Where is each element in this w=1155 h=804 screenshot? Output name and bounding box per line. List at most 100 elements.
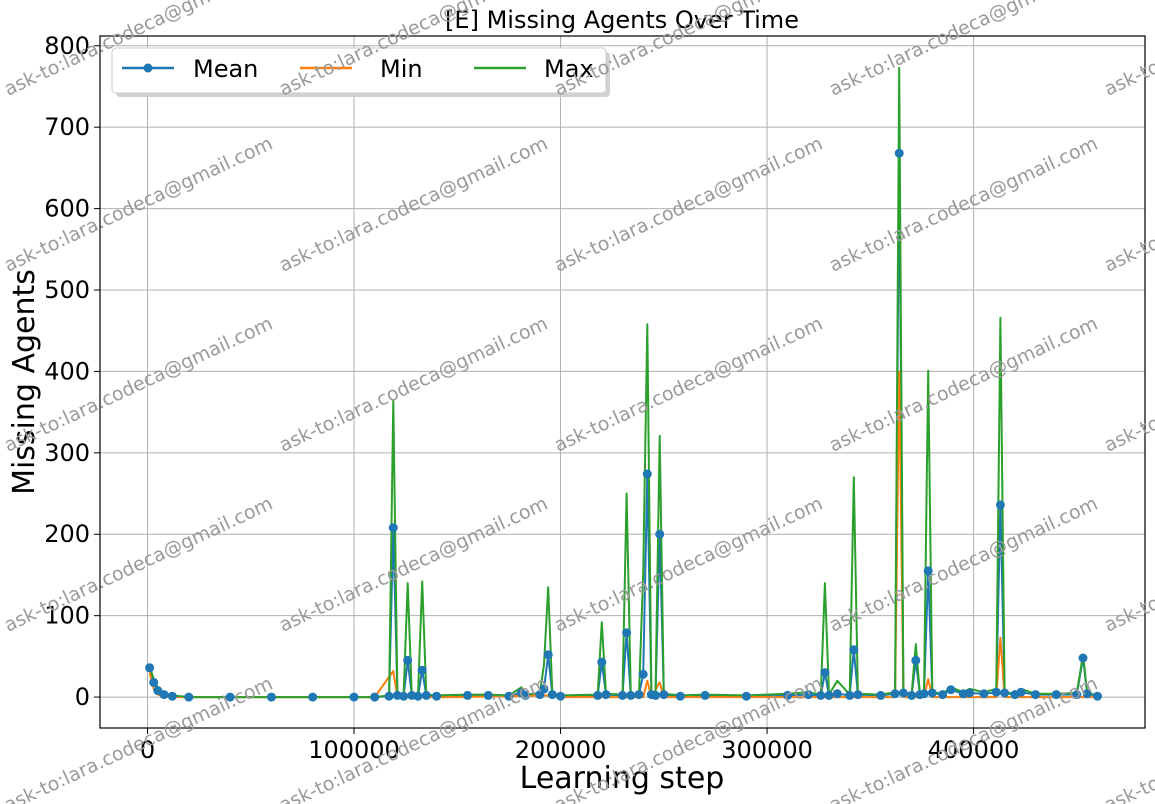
y-tick-label: 200 xyxy=(44,520,90,548)
x-tick-label: 200000 xyxy=(515,736,607,764)
mean-point xyxy=(816,690,826,700)
mean-point xyxy=(308,692,318,702)
mean-point xyxy=(539,684,549,694)
mean-point xyxy=(965,688,974,698)
mean-point xyxy=(946,685,956,695)
mean-point xyxy=(622,628,632,638)
mean-point xyxy=(741,691,751,701)
plot-frame xyxy=(99,35,1146,729)
mean-point xyxy=(700,690,710,700)
mean-point xyxy=(923,566,933,576)
x-axis-title: Learning step xyxy=(520,761,725,796)
mean-point xyxy=(634,690,644,700)
mean-point xyxy=(593,690,603,700)
mean-point xyxy=(1000,688,1010,698)
mean-point xyxy=(463,690,473,700)
mean-point xyxy=(1051,690,1061,700)
mean-point xyxy=(520,690,530,700)
y-tick-label: 600 xyxy=(44,195,90,223)
mean-point xyxy=(483,690,493,700)
legend-mean-marker xyxy=(143,63,153,73)
x-tick-label: 0 xyxy=(140,736,155,764)
y-tick-label: 700 xyxy=(44,113,90,141)
legend-mean-label: Mean xyxy=(193,55,258,83)
mean-point xyxy=(991,687,1001,697)
ticks: 0 100000 200000 300000 400000 0 100 200 300 400 50… xyxy=(44,32,1019,764)
mean-point xyxy=(979,689,989,699)
mean-point xyxy=(651,690,660,700)
y-tick-label: 800 xyxy=(44,32,90,60)
mean-point xyxy=(413,691,423,701)
mean-point xyxy=(911,655,921,665)
legend-min-label: Min xyxy=(380,55,423,83)
mean-point xyxy=(597,657,607,667)
mean-point xyxy=(803,690,813,700)
mean-point xyxy=(421,690,431,700)
mean-point xyxy=(504,691,514,701)
mean-point xyxy=(845,690,855,700)
mean-point xyxy=(370,692,380,702)
mean-point xyxy=(919,689,929,699)
legend: Mean Min Max xyxy=(111,47,610,97)
mean-point xyxy=(995,500,1005,510)
mean-point xyxy=(417,665,427,675)
mean-point xyxy=(1093,691,1102,701)
y-tick-label: 400 xyxy=(44,357,90,385)
mean-point xyxy=(349,692,359,702)
mean-point xyxy=(655,529,665,539)
mean-point xyxy=(890,689,900,699)
mean-point xyxy=(927,688,937,698)
mean-point xyxy=(1078,653,1088,663)
mean-point xyxy=(638,669,648,679)
mean-point xyxy=(853,690,863,700)
y-axis-title: Missing Agents xyxy=(7,269,42,495)
y-tick-label: 100 xyxy=(44,602,90,630)
mean-point xyxy=(184,692,194,702)
legend-box xyxy=(111,47,607,94)
mean-point xyxy=(1072,690,1082,700)
chart-title: [E] Missing Agents Over Time xyxy=(445,6,799,34)
mean-point xyxy=(399,691,409,701)
series-layer xyxy=(145,66,1102,702)
mean-point xyxy=(659,690,669,700)
mean-point xyxy=(384,691,394,701)
legend-max-label: Max xyxy=(544,55,594,83)
mean-point xyxy=(403,655,413,665)
mean-point xyxy=(894,148,904,158)
mean-point xyxy=(642,469,652,479)
mean-point xyxy=(675,691,685,701)
mean-point xyxy=(225,692,235,702)
mean-point xyxy=(149,677,159,687)
mean-point xyxy=(266,692,276,702)
y-tick-label: 0 xyxy=(75,683,90,711)
x-tick-label: 400000 xyxy=(928,736,1020,764)
mean-point xyxy=(898,688,908,698)
mean-point xyxy=(783,690,793,700)
mean-point xyxy=(832,689,842,699)
mean-point xyxy=(824,690,834,700)
mean-point xyxy=(1016,687,1026,697)
mean-point xyxy=(907,690,917,700)
mean-point xyxy=(820,668,830,678)
mean-point xyxy=(1031,690,1040,700)
y-tick-label: 500 xyxy=(44,276,90,304)
mean-point xyxy=(543,650,553,660)
mean-point xyxy=(626,690,636,700)
mean-point xyxy=(547,690,557,700)
mean-point xyxy=(1082,689,1092,699)
mean-point xyxy=(167,691,177,701)
mean-point xyxy=(876,690,886,700)
mean-point xyxy=(849,645,859,655)
x-tick-label: 300000 xyxy=(721,736,813,764)
mean-point xyxy=(159,690,169,700)
mean-point xyxy=(145,663,155,673)
mean-point xyxy=(388,523,398,533)
mean-point xyxy=(601,690,611,700)
mean-point xyxy=(618,690,627,700)
mean-point xyxy=(556,691,565,701)
mean-point xyxy=(432,691,442,701)
y-tick-label: 300 xyxy=(44,439,90,467)
mean-point xyxy=(938,690,948,700)
